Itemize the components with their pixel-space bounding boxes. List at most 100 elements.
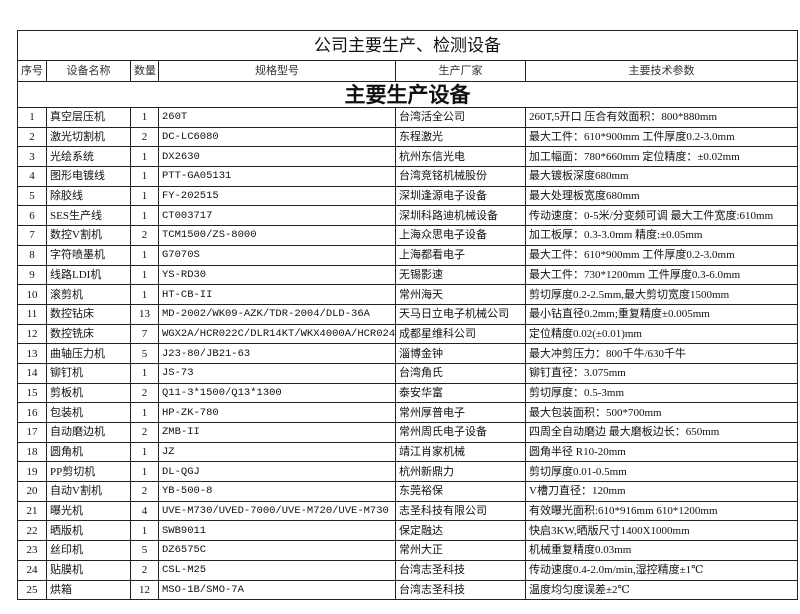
cell-model: YS-RD30	[158, 264, 396, 286]
cell-manufacturer: 淄博金钟	[395, 343, 526, 364]
cell-model: MSO-1B/SMO-7A	[158, 579, 396, 601]
cell-seq: 17	[17, 422, 47, 443]
cell-qty: 1	[130, 205, 159, 227]
table-row: 13 曲轴压力机 5 J23-80/JB21-63 淄博金钟 最大冲剪压力：800千牛/6…	[17, 343, 799, 364]
cell-seq: 11	[17, 303, 47, 325]
cell-params: 剪切厚度0.2-2.5mm,最大剪切宽度1500mm	[524, 284, 799, 305]
cell-params: 四周全自动磨边 最大磨板边长：650mm	[524, 422, 799, 443]
cell-seq: 24	[17, 559, 47, 581]
cell-model: DZ6575C	[158, 540, 396, 561]
cell-params: 最大镀板深度680mm	[524, 166, 799, 187]
cell-qty: 1	[130, 441, 159, 463]
cell-model: Q11-3*1500/Q13*1300	[158, 382, 396, 404]
cell-params: 机械重复精度0.03mm	[524, 540, 799, 561]
cell-seq: 22	[17, 520, 47, 542]
cell-name: 数控V割机	[46, 225, 131, 246]
cell-manufacturer: 泰安华富	[395, 382, 526, 404]
cell-name: 烘箱	[46, 579, 131, 601]
cell-model: CT003717	[158, 205, 396, 227]
header-seq: 序号	[17, 60, 47, 82]
table-row: 16 包装机 1 HP-ZK-780 常州厚普电子 最大包装面积：500*700mm	[17, 402, 799, 423]
table-row: 14 铆钉机 1 JS-73 台湾角氏 铆钉直径：3.075mm	[17, 362, 799, 384]
table-row: 2 激光切割机 2 DC-LC6080 东程激光 最大工件：610*900mm 工件厚度0…	[17, 126, 799, 148]
cell-model: HT-CB-II	[158, 284, 396, 305]
cell-seq: 12	[17, 323, 47, 345]
cell-params: 最大冲剪压力：800千牛/630千牛	[524, 343, 799, 364]
cell-name: 数控钻床	[46, 303, 131, 325]
cell-qty: 1	[130, 402, 159, 423]
cell-name: 晒版机	[46, 520, 131, 542]
cell-qty: 2	[130, 126, 159, 148]
section-title: 主要生产设备	[16, 81, 799, 108]
cell-params: 最大工件：730*1200mm 工件厚度0.3-6.0mm	[524, 264, 799, 286]
cell-model: HP-ZK-780	[158, 402, 396, 423]
cell-name: 滚剪机	[46, 284, 131, 305]
cell-manufacturer: 上海都看电子	[395, 244, 526, 266]
cell-manufacturer: 台湾志圣科技	[395, 579, 526, 601]
cell-model: DC-LC6080	[158, 126, 396, 148]
cell-model: UVE-M730/UVED-7000/UVE-M720/UVE-M730	[158, 500, 396, 522]
cell-qty: 1	[130, 166, 159, 187]
cell-name: 曝光机	[46, 500, 131, 522]
table-row: 3 光绘系统 1 DX2630 杭州东信光电 加工幅面：780*660mm 定位精度：±0…	[17, 146, 799, 168]
header-name: 设备名称	[46, 60, 131, 82]
cell-manufacturer: 东程激光	[395, 126, 526, 148]
cell-model: TCM1500/ZS-8000	[158, 225, 396, 246]
header-params: 主要技术参数	[524, 60, 799, 82]
cell-seq: 16	[17, 402, 47, 423]
cell-manufacturer: 常州大正	[395, 540, 526, 561]
table-row: 7 数控V割机 2 TCM1500/ZS-8000 上海众思电子设备 加工板厚：0.3-3…	[17, 225, 799, 246]
cell-seq: 6	[17, 205, 47, 227]
cell-seq: 8	[17, 244, 47, 266]
cell-params: 传动速度：0-5米/分变频可调 最大工件宽度:610mm	[524, 205, 799, 227]
cell-name: 光绘系统	[46, 146, 131, 168]
cell-qty: 1	[130, 244, 159, 266]
cell-qty: 1	[130, 185, 159, 207]
table-title: 公司主要生产、检测设备	[16, 30, 799, 61]
cell-name: 自动磨边机	[46, 422, 131, 443]
header-manufacturer: 生产厂家	[395, 60, 526, 82]
table-row: 23 丝印机 5 DZ6575C 常州大正 机械重复精度0.03mm	[17, 540, 799, 561]
cell-model: JZ	[158, 441, 396, 463]
cell-model: CSL-M25	[158, 559, 396, 581]
cell-seq: 25	[17, 579, 47, 601]
cell-seq: 15	[17, 382, 47, 404]
cell-seq: 3	[17, 146, 47, 168]
cell-manufacturer: 常州周氏电子设备	[395, 422, 526, 443]
cell-params: 快启3KW,晒版尺寸1400X1000mm	[524, 520, 799, 542]
table-row: 1 真空层压机 1 260T 台湾活全公司 260T,5开口 压合有效面积：800*880…	[17, 107, 799, 128]
table-row: 22 晒版机 1 SWB9011 保定融达 快启3KW,晒版尺寸1400X1000mm	[17, 520, 799, 542]
cell-model: DL-QGJ	[158, 461, 396, 483]
cell-name: 剪板机	[46, 382, 131, 404]
cell-params: 圆角半径 R10-20mm	[524, 441, 799, 463]
cell-params: 温度均匀度误差±2℃	[524, 579, 799, 601]
cell-seq: 10	[17, 284, 47, 305]
cell-qty: 2	[130, 225, 159, 246]
cell-name: 贴膜机	[46, 559, 131, 581]
cell-name: 铆钉机	[46, 362, 131, 384]
cell-model: 260T	[158, 107, 396, 128]
table-row: 19 PP剪切机 1 DL-QGJ 杭州新鼎力 剪切厚度0.01-0.5mm	[17, 461, 799, 483]
cell-params: 最大包装面积：500*700mm	[524, 402, 799, 423]
cell-qty: 2	[130, 481, 159, 502]
cell-manufacturer: 保定融达	[395, 520, 526, 542]
cell-name: 除胶线	[46, 185, 131, 207]
cell-qty: 1	[130, 520, 159, 542]
cell-qty: 1	[130, 362, 159, 384]
table-row: 8 字符喷墨机 1 G7070S 上海都看电子 最大工件：610*900mm 工件厚度0.…	[17, 244, 799, 266]
cell-manufacturer: 上海众思电子设备	[395, 225, 526, 246]
cell-qty: 1	[130, 284, 159, 305]
cell-manufacturer: 志圣科技有限公司	[395, 500, 526, 522]
cell-model: JS-73	[158, 362, 396, 384]
cell-name: 线路LDI机	[46, 264, 131, 286]
cell-qty: 5	[130, 540, 159, 561]
cell-name: 数控铣床	[46, 323, 131, 345]
cell-params: 剪切厚度0.01-0.5mm	[524, 461, 799, 483]
cell-name: 图形电镀线	[46, 166, 131, 187]
cell-params: 最大工件：610*900mm 工件厚度0.2-3.0mm	[524, 244, 799, 266]
cell-manufacturer: 常州厚普电子	[395, 402, 526, 423]
table-row: 9 线路LDI机 1 YS-RD30 无锡影速 最大工件：730*1200mm 工件厚度0…	[17, 264, 799, 286]
table-row: 17 自动磨边机 2 ZMB-II 常州周氏电子设备 四周全自动磨边 最大磨板边长：650…	[17, 422, 799, 443]
table-row: 11 数控钻床 13 MD-2002/WK09-AZK/TDR-2004/DLD-36…	[17, 303, 799, 325]
cell-manufacturer: 东莞裕保	[395, 481, 526, 502]
